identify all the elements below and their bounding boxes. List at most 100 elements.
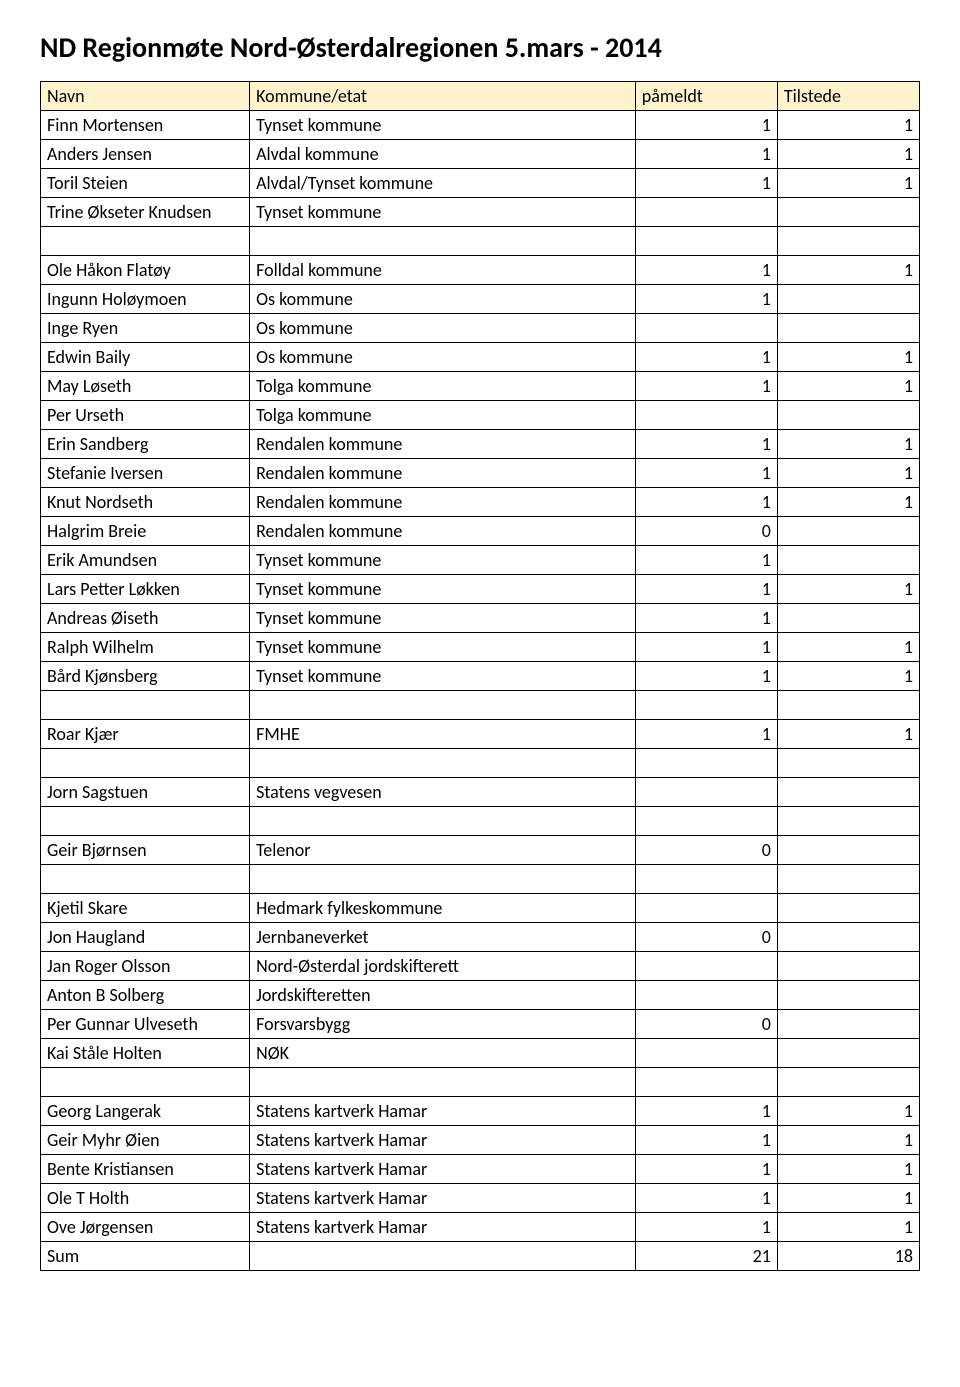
empty-cell (250, 865, 636, 894)
cell-pameldt (635, 894, 777, 923)
cell-kommune: Jordskifteretten (250, 981, 636, 1010)
cell-kommune: Tynset kommune (250, 111, 636, 140)
cell-tilstede: 1 (777, 256, 919, 285)
table-row: Edwin BailyOs kommune11 (41, 343, 920, 372)
table-row (41, 227, 920, 256)
cell-pameldt: 1 (635, 1155, 777, 1184)
cell-navn: May Løseth (41, 372, 250, 401)
cell-tilstede (777, 894, 919, 923)
cell-navn: Finn Mortensen (41, 111, 250, 140)
cell-tilstede (777, 778, 919, 807)
empty-cell (635, 1068, 777, 1097)
col-header-navn: Navn (41, 82, 250, 111)
cell-pameldt: 1 (635, 169, 777, 198)
cell-tilstede: 1 (777, 343, 919, 372)
empty-cell (41, 749, 250, 778)
cell-navn: Knut Nordseth (41, 488, 250, 517)
cell-pameldt (635, 952, 777, 981)
cell-navn: Kai Ståle Holten (41, 1039, 250, 1068)
cell-navn: Geir Myhr Øien (41, 1126, 250, 1155)
cell-pameldt (635, 981, 777, 1010)
cell-pameldt: 1 (635, 285, 777, 314)
cell-navn: Geir Bjørnsen (41, 836, 250, 865)
cell-navn: Jon Haugland (41, 923, 250, 952)
table-row: Knut NordsethRendalen kommune11 (41, 488, 920, 517)
cell-tilstede: 1 (777, 1155, 919, 1184)
table-row: Per Gunnar UlvesethForsvarsbygg0 (41, 1010, 920, 1039)
cell-tilstede: 1 (777, 1213, 919, 1242)
cell-pameldt: 1 (635, 575, 777, 604)
cell-tilstede: 1 (777, 430, 919, 459)
empty-cell (635, 865, 777, 894)
cell-navn: Ove Jørgensen (41, 1213, 250, 1242)
cell-kommune: Tolga kommune (250, 372, 636, 401)
table-row: Ole T HolthStatens kartverk Hamar11 (41, 1184, 920, 1213)
cell-pameldt: 1 (635, 459, 777, 488)
cell-kommune: Tynset kommune (250, 633, 636, 662)
table-row: Jan Roger OlssonNord-Østerdal jordskifte… (41, 952, 920, 981)
cell-tilstede: 1 (777, 1126, 919, 1155)
table-row: Bente KristiansenStatens kartverk Hamar1… (41, 1155, 920, 1184)
cell-tilstede: 1 (777, 372, 919, 401)
cell-navn: Ralph Wilhelm (41, 633, 250, 662)
table-row: Georg LangerakStatens kartverk Hamar11 (41, 1097, 920, 1126)
cell-kommune: Statens kartverk Hamar (250, 1097, 636, 1126)
empty-cell (635, 807, 777, 836)
cell-pameldt: 1 (635, 140, 777, 169)
cell-pameldt: 1 (635, 1126, 777, 1155)
cell-tilstede (777, 198, 919, 227)
cell-pameldt: 0 (635, 923, 777, 952)
cell-navn: Ole Håkon Flatøy (41, 256, 250, 285)
cell-pameldt: 1 (635, 662, 777, 691)
cell-tilstede (777, 401, 919, 430)
table-row: Ove JørgensenStatens kartverk Hamar11 (41, 1213, 920, 1242)
table-row (41, 749, 920, 778)
cell-pameldt: 0 (635, 1010, 777, 1039)
empty-cell (41, 1068, 250, 1097)
attendance-table: Navn Kommune/etat påmeldt Tilstede Finn … (40, 81, 920, 1271)
cell-kommune: Os kommune (250, 314, 636, 343)
cell-navn: Ole T Holth (41, 1184, 250, 1213)
cell-tilstede (777, 546, 919, 575)
cell-navn: Erik Amundsen (41, 546, 250, 575)
cell-tilstede: 1 (777, 1097, 919, 1126)
cell-navn: Anton B Solberg (41, 981, 250, 1010)
cell-kommune (250, 1242, 636, 1271)
empty-cell (250, 807, 636, 836)
empty-cell (635, 227, 777, 256)
table-row: Jon HauglandJernbaneverket0 (41, 923, 920, 952)
table-row: Stefanie IversenRendalen kommune11 (41, 459, 920, 488)
table-row: Erik AmundsenTynset kommune1 (41, 546, 920, 575)
cell-tilstede (777, 981, 919, 1010)
cell-pameldt: 1 (635, 1213, 777, 1242)
empty-cell (777, 807, 919, 836)
table-row (41, 1068, 920, 1097)
empty-cell (777, 691, 919, 720)
cell-navn: Lars Petter Løkken (41, 575, 250, 604)
table-row: Kai Ståle HoltenNØK (41, 1039, 920, 1068)
cell-navn: Trine Økseter Knudsen (41, 198, 250, 227)
cell-kommune: Os kommune (250, 285, 636, 314)
empty-cell (41, 691, 250, 720)
cell-tilstede (777, 604, 919, 633)
table-row: Ralph WilhelmTynset kommune11 (41, 633, 920, 662)
cell-pameldt: 1 (635, 256, 777, 285)
table-row: Ingunn HoløymoenOs kommune1 (41, 285, 920, 314)
cell-tilstede: 1 (777, 662, 919, 691)
cell-kommune: Alvdal kommune (250, 140, 636, 169)
table-row: Erin SandbergRendalen kommune11 (41, 430, 920, 459)
cell-navn: Inge Ryen (41, 314, 250, 343)
cell-pameldt: 1 (635, 546, 777, 575)
cell-kommune: Rendalen kommune (250, 517, 636, 546)
cell-kommune: Os kommune (250, 343, 636, 372)
cell-kommune: Nord-Østerdal jordskifterett (250, 952, 636, 981)
table-row (41, 865, 920, 894)
empty-cell (777, 865, 919, 894)
cell-kommune: Folldal kommune (250, 256, 636, 285)
cell-tilstede: 1 (777, 140, 919, 169)
empty-cell (250, 227, 636, 256)
cell-tilstede (777, 1039, 919, 1068)
cell-navn: Jorn Sagstuen (41, 778, 250, 807)
cell-kommune: Tynset kommune (250, 575, 636, 604)
col-header-pameldt: påmeldt (635, 82, 777, 111)
